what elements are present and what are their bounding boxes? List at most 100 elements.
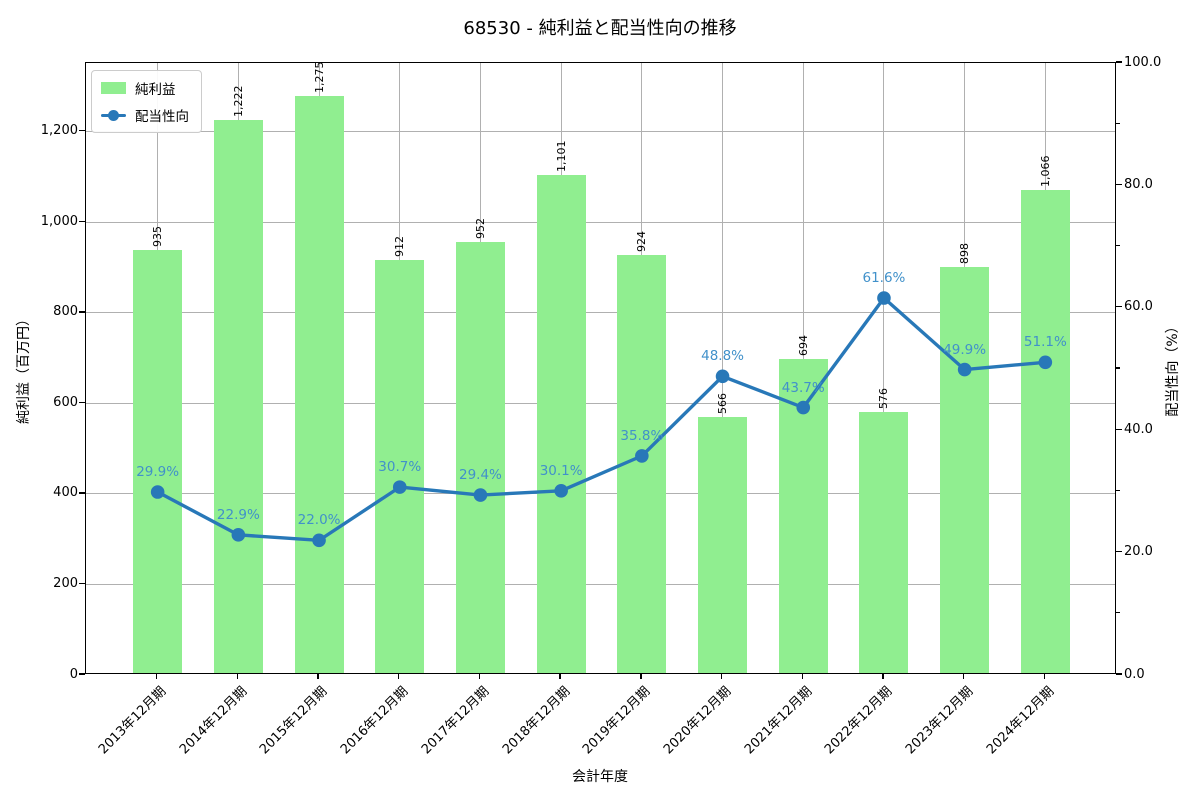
right-axis-minor-tick [1116,367,1120,369]
payout-ratio-label: 48.8% [701,348,744,365]
x-axis-tick-label: 2024年12月期 [983,684,1057,758]
left-axis-tick [79,311,85,313]
x-axis-tick-label: 2022年12月期 [822,684,896,758]
x-axis-tick-label: 2021年12月期 [741,684,815,758]
gridline-vertical [722,63,724,673]
bar [698,416,748,673]
gridline-horizontal [86,493,1115,495]
right-axis-tick [1116,306,1122,308]
x-axis-tick [640,674,642,679]
bar [940,266,990,673]
x-axis-tick-label: 2013年12月期 [95,684,170,758]
line-marker [877,291,891,305]
gridline-vertical [883,63,885,673]
line-marker [473,488,488,502]
payout-ratio-label: 29.4% [458,467,502,484]
x-axis-tick-label: 2018年12月期 [499,684,573,758]
line-marker [1038,355,1053,370]
gridline-horizontal [86,312,1115,314]
gridline-horizontal [86,131,1115,133]
legend: 純利益 配当性向 [91,70,202,133]
gridline-horizontal [86,402,1115,404]
right-axis-tick-label: 0.0 [1124,666,1145,682]
x-axis-tick [720,674,723,679]
payout-ratio-label: 49.9% [943,341,987,358]
bar [213,119,263,673]
line-path [156,296,1046,543]
legend-label: 配当性向 [135,109,189,125]
legend-label: 純利益 [135,82,176,98]
gridline-horizontal [86,221,1115,223]
bar [455,242,505,673]
right-axis-tick-label: 20.0 [1124,544,1153,560]
x-axis-tick [236,674,239,679]
right-axis-title: 配当性向（%） [1165,319,1181,417]
chart-title: 68530 - 純利益と配当性向の推移 [463,18,737,39]
bar [133,249,183,673]
right-axis-tick-label: 80.0 [1124,176,1153,192]
left-axis-title: 純利益（百万円） [16,312,32,424]
left-axis-tick [79,130,85,132]
x-axis-tick [478,674,481,679]
right-axis-minor-tick [1116,245,1120,247]
left-axis-tick-label: 1,000 [40,213,78,229]
payout-ratio-label: 29.9% [136,464,180,481]
bar [1020,190,1070,673]
line-marker [715,369,730,384]
payout-ratio-label: 30.1% [539,462,583,479]
bar [859,412,909,673]
right-axis-tick [1116,61,1122,63]
right-axis-tick [1116,183,1122,186]
right-axis-tick-label: 100.0 [1124,54,1162,70]
payout-ratio-line [150,291,1053,548]
line-marker [635,449,649,463]
line-marker [231,528,246,542]
payout-ratio-label: 22.0% [297,512,341,529]
x-axis-tick-label: 2019年12月期 [580,684,654,758]
right-axis-minor-tick [1116,122,1120,124]
left-axis-tick-label: 200 [53,575,78,591]
left-axis-tick-label: 400 [53,485,78,501]
line-marker [312,533,326,548]
right-axis-tick [1116,673,1122,675]
line-marker [392,480,407,494]
left-axis-tick [79,582,85,585]
x-axis-tick-label: 2015年12月期 [257,684,331,758]
line-marker [957,362,972,377]
left-axis-tick-label: 1,200 [40,123,78,139]
x-axis-tick-label: 2014年12月期 [176,684,250,758]
x-axis-tick [559,674,561,679]
x-axis-tick [317,674,319,679]
bar [375,260,425,673]
x-axis-tick [1043,674,1046,679]
line-marker [796,400,811,415]
line-marker [554,483,568,498]
right-axis-tick-label: 40.0 [1124,421,1153,437]
x-axis-title: 会計年度 [572,769,628,785]
left-axis-tick-label: 800 [53,304,78,320]
x-axis-tick [155,674,158,679]
x-axis-tick [962,674,965,679]
bar-swatch-icon [101,82,126,94]
payout-ratio-label: 30.7% [378,459,422,476]
x-axis-tick-label: 2020年12月期 [660,684,735,758]
bar [536,174,586,673]
bar [294,95,344,673]
left-axis-tick [79,492,85,494]
plot-area: 935 1,222 1,275 912 952 1,101 924 566 694 576 898 1… [85,61,1116,674]
right-axis-minor-tick [1116,612,1120,614]
payout-ratio-label: 22.9% [216,506,260,523]
legend-item-net-profit: 純利益 [101,78,189,98]
payout-ratio-label: 43.7% [781,379,825,396]
payout-ratio-label: 61.6% [862,270,906,287]
left-axis-tick-label: 600 [53,394,78,410]
right-axis-tick-label: 60.0 [1124,299,1153,315]
gridline-horizontal [86,583,1115,585]
right-axis-tick [1116,428,1122,430]
payout-ratio-label: 51.1% [1023,334,1067,351]
right-axis-tick [1116,550,1122,553]
left-axis-tick [79,673,85,675]
x-axis-tick-label: 2023年12月期 [902,684,977,758]
left-axis-tick [79,401,85,404]
